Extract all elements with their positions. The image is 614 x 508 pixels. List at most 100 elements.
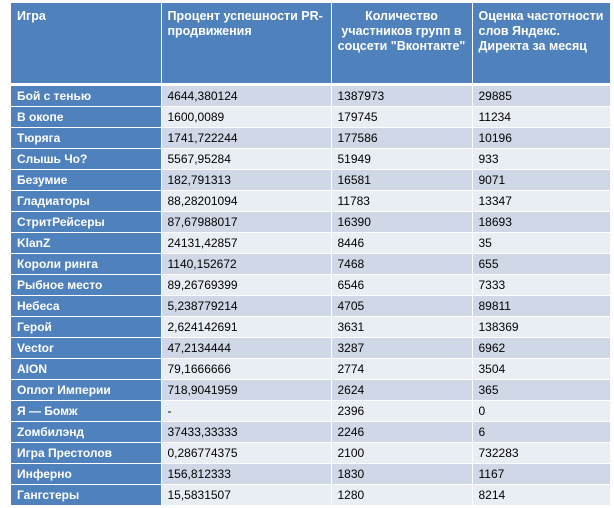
cell-vk-members: 2396 — [331, 400, 473, 422]
cell-vk-members: 3631 — [331, 316, 473, 338]
cell-game-name: Vector — [11, 337, 162, 359]
table-body: Бой с тенью 4644,380124 1387973 29885 В окоп… — [11, 84, 610, 506]
cell-yandex-frequency: 8214 — [472, 484, 610, 506]
cell-vk-members: 16390 — [331, 211, 473, 233]
cell-pr-success: 37433,33333 — [161, 421, 332, 443]
table-row: Я — Бомж -2396 0 — [11, 400, 610, 422]
table-row: Инферно 156,812333 1830 1167 — [11, 463, 610, 485]
cell-vk-members: 2246 — [331, 421, 473, 443]
cell-yandex-frequency: 3504 — [472, 358, 610, 380]
cell-vk-members: 3287 — [331, 337, 473, 359]
cell-vk-members: 1280 — [331, 484, 473, 506]
header-row: Игра Процент успешности PR-продвижения К… — [11, 3, 610, 86]
cell-pr-success: 0,286774375 — [161, 442, 332, 464]
cell-vk-members: 6546 — [331, 274, 473, 296]
cell-game-name: СтритРейсеры — [11, 211, 162, 233]
cell-pr-success: 89,26769399 — [161, 274, 332, 296]
table-row: Слышь Чо? 5567,95284 51949 933 — [11, 148, 610, 170]
cell-game-name: Слышь Чо? — [11, 148, 162, 170]
table-row: KlanZ 24131,42857 8446 35 — [11, 232, 610, 254]
cell-yandex-frequency: 732283 — [472, 442, 610, 464]
cell-pr-success: 79,1666666 — [161, 358, 332, 380]
cell-vk-members: 177586 — [331, 127, 473, 149]
cell-game-name: Гангстеры — [11, 484, 162, 506]
cell-game-name: Небеса — [11, 295, 162, 317]
cell-yandex-frequency: 35 — [472, 232, 610, 254]
cell-game-name: Бой с тенью — [11, 84, 162, 107]
cell-vk-members: 2774 — [331, 358, 473, 380]
table-row: Игра Престолов 0,286774375 2100 732283 — [11, 442, 610, 464]
table-row: Оплот Империи 718,9041959 2624 365 — [11, 379, 610, 401]
table-row: Безумие 182,791313 16581 9071 — [11, 169, 610, 191]
cell-yandex-frequency: 6 — [472, 421, 610, 443]
table-row: Бой с тенью 4644,380124 1387973 29885 — [11, 84, 610, 107]
cell-yandex-frequency: 7333 — [472, 274, 610, 296]
cell-vk-members: 8446 — [331, 232, 473, 254]
cell-pr-success: 2,624142691 — [161, 316, 332, 338]
cell-yandex-frequency: 1167 — [472, 463, 610, 485]
cell-vk-members: 51949 — [331, 148, 473, 170]
cell-game-name: AION — [11, 358, 162, 380]
cell-game-name: Zомбилэнд — [11, 421, 162, 443]
games-table: Игра Процент успешности PR-продвижения К… — [11, 3, 610, 506]
cell-pr-success: 156,812333 — [161, 463, 332, 485]
table-row: Рыбное место 89,26769399 6546 7333 — [11, 274, 610, 296]
table-row: В окопе 1600,0089 179745 11234 — [11, 106, 610, 128]
cell-pr-success: 88,28201094 — [161, 190, 332, 212]
cell-pr-success: 5567,95284 — [161, 148, 332, 170]
header-game: Игра — [11, 3, 162, 86]
cell-game-name: Короли ринга — [11, 253, 162, 275]
cell-yandex-frequency: 0 — [472, 400, 610, 422]
table-row: Zомбилэнд 37433,33333 2246 6 — [11, 421, 610, 443]
table-row: Гладиаторы 88,28201094 11783 13347 — [11, 190, 610, 212]
header-vk-members: Количество участников групп в соцсети "В… — [331, 3, 473, 86]
cell-pr-success: 15,5831507 — [161, 484, 332, 506]
cell-pr-success: 47,2134444 — [161, 337, 332, 359]
cell-vk-members: 7468 — [331, 253, 473, 275]
cell-yandex-frequency: 29885 — [472, 84, 610, 107]
table-header: Игра Процент успешности PR-продвижения К… — [11, 3, 610, 86]
table-row: СтритРейсеры 87,67988017 16390 18693 — [11, 211, 610, 233]
table-row: Гангстеры 15,5831507 1280 8214 — [11, 484, 610, 506]
cell-pr-success: - — [161, 400, 332, 422]
cell-pr-success: 718,9041959 — [161, 379, 332, 401]
cell-game-name: KlanZ — [11, 232, 162, 254]
cell-vk-members: 16581 — [331, 169, 473, 191]
cell-yandex-frequency: 365 — [472, 379, 610, 401]
cell-yandex-frequency: 138369 — [472, 316, 610, 338]
cell-yandex-frequency: 10196 — [472, 127, 610, 149]
cell-game-name: В окопе — [11, 106, 162, 128]
cell-vk-members: 179745 — [331, 106, 473, 128]
table-row: Тюряга 1741,722244 177586 10196 — [11, 127, 610, 149]
cell-game-name: Рыбное место — [11, 274, 162, 296]
cell-game-name: Я — Бомж — [11, 400, 162, 422]
cell-yandex-frequency: 9071 — [472, 169, 610, 191]
cell-pr-success: 87,67988017 — [161, 211, 332, 233]
cell-pr-success: 1140,152672 — [161, 253, 332, 275]
cell-vk-members: 2100 — [331, 442, 473, 464]
cell-game-name: Игра Престолов — [11, 442, 162, 464]
cell-vk-members: 1387973 — [331, 84, 473, 107]
cell-yandex-frequency: 655 — [472, 253, 610, 275]
data-table-container: Игра Процент успешности PR-продвижения К… — [11, 3, 610, 506]
cell-pr-success: 182,791313 — [161, 169, 332, 191]
table-row: Герой 2,624142691 3631 138369 — [11, 316, 610, 338]
header-pr-success: Процент успешности PR-продвижения — [161, 3, 332, 86]
cell-vk-members: 4705 — [331, 295, 473, 317]
cell-yandex-frequency: 11234 — [472, 106, 610, 128]
cell-pr-success: 24131,42857 — [161, 232, 332, 254]
cell-game-name: Тюряга — [11, 127, 162, 149]
cell-game-name: Гладиаторы — [11, 190, 162, 212]
cell-pr-success: 1600,0089 — [161, 106, 332, 128]
cell-pr-success: 1741,722244 — [161, 127, 332, 149]
cell-vk-members: 11783 — [331, 190, 473, 212]
cell-yandex-frequency: 18693 — [472, 211, 610, 233]
table-row: Короли ринга 1140,152672 7468 655 — [11, 253, 610, 275]
table-row: Vector 47,2134444 3287 6962 — [11, 337, 610, 359]
cell-pr-success: 5,238779214 — [161, 295, 332, 317]
cell-yandex-frequency: 89811 — [472, 295, 610, 317]
table-row: Небеса 5,238779214 4705 89811 — [11, 295, 610, 317]
cell-yandex-frequency: 6962 — [472, 337, 610, 359]
cell-game-name: Оплот Империи — [11, 379, 162, 401]
cell-game-name: Герой — [11, 316, 162, 338]
